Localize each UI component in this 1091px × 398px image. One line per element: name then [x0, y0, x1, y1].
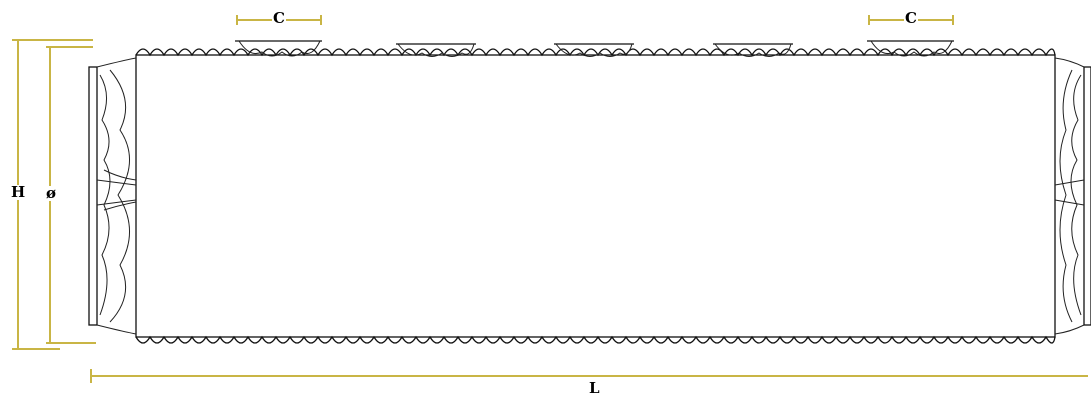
port-cover-3	[554, 43, 634, 57]
bottom-corrugation	[135, 335, 1056, 344]
tank-body	[135, 48, 1056, 344]
connection-label-right: C	[904, 9, 918, 27]
height-label: H	[10, 183, 27, 201]
connection-port-right	[867, 40, 954, 57]
connection-label-left: C	[272, 9, 286, 27]
length-dimension	[90, 369, 1088, 383]
right-end-cap	[1054, 57, 1091, 335]
top-corrugation	[135, 48, 1056, 57]
left-end-cap	[88, 57, 137, 335]
port-cover-4	[713, 43, 793, 57]
port-cover-2	[396, 43, 476, 57]
diameter-label: ø	[45, 184, 58, 202]
connection-port-left	[235, 40, 322, 57]
connection-ports	[235, 40, 954, 57]
length-label: L	[588, 379, 601, 397]
